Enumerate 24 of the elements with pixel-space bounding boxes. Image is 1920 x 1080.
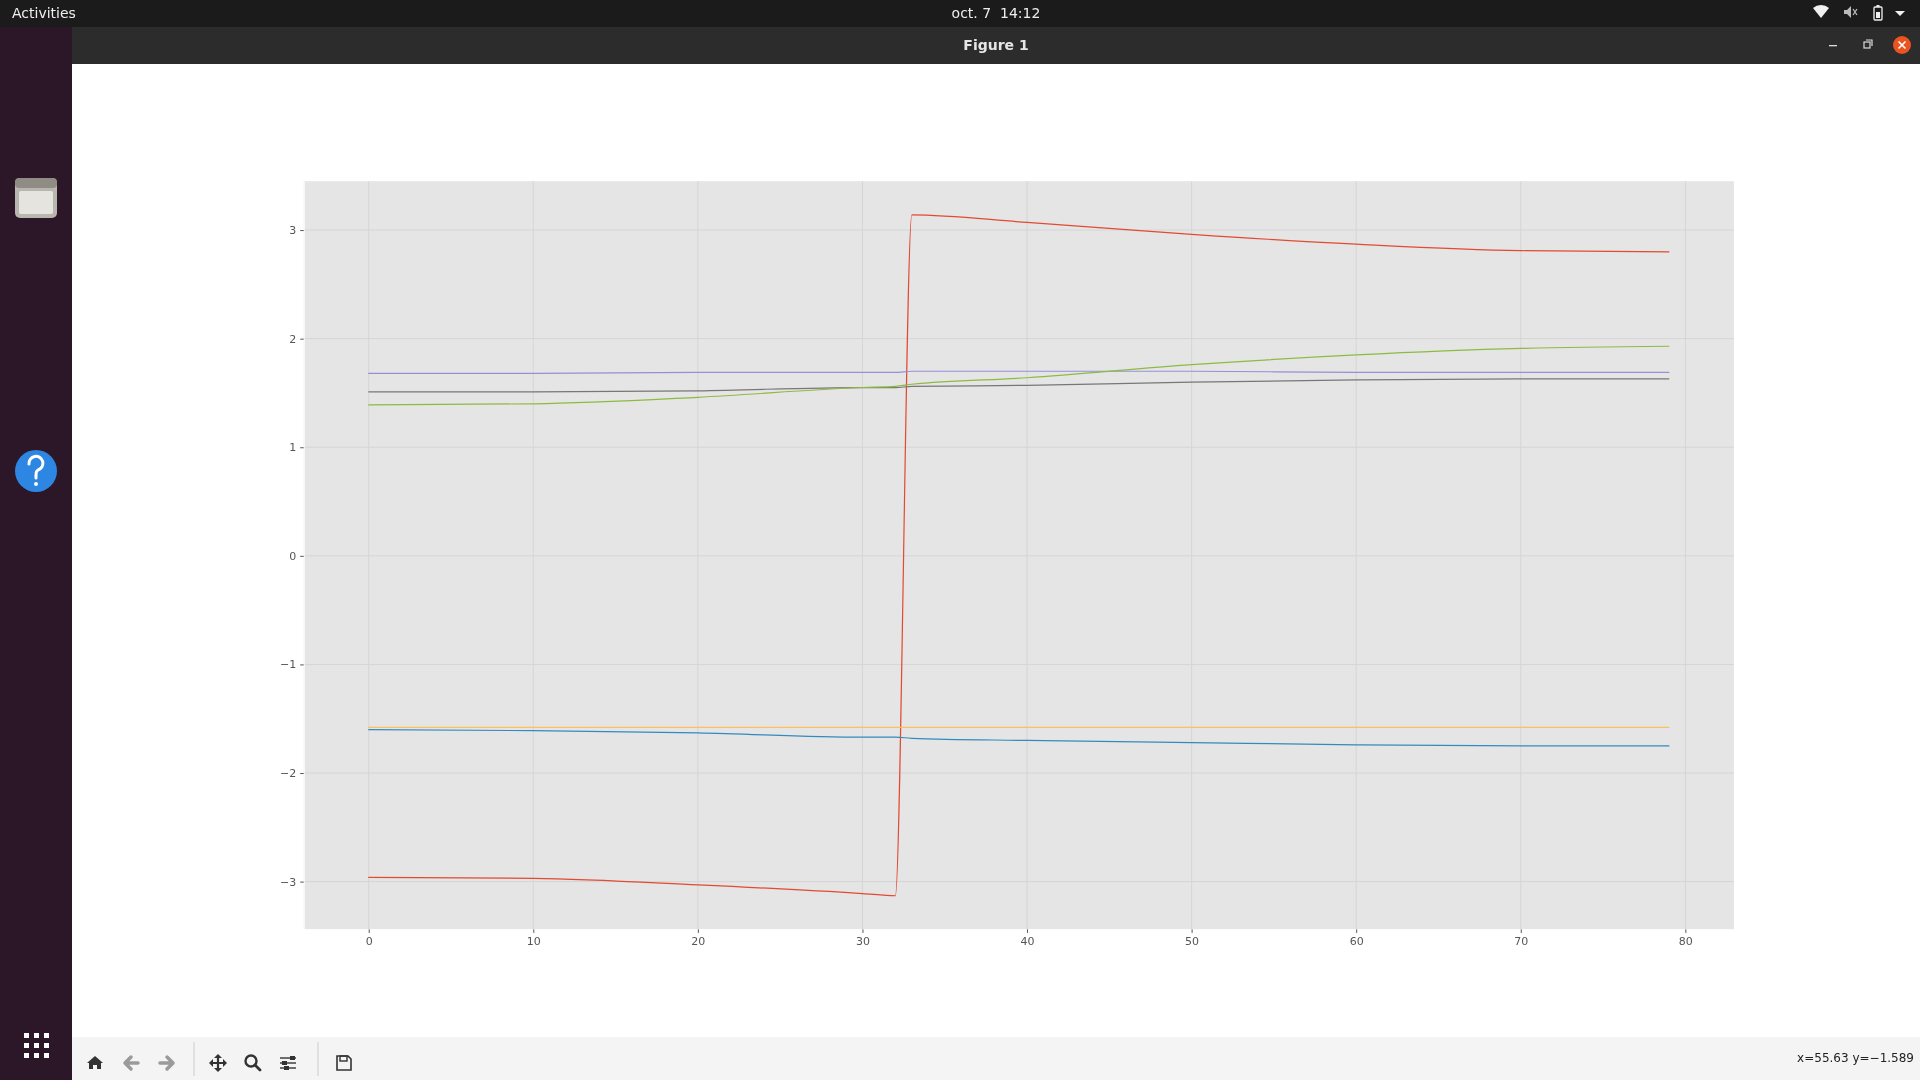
line-series <box>368 378 1670 393</box>
x-tick-label: 10 <box>526 934 541 948</box>
text: oct. 7 14:12 <box>951 5 1041 21</box>
y-tick-label: 2 <box>289 332 297 346</box>
x-tick-label: 60 <box>1349 934 1364 948</box>
text: x=55.63 y=−1.589 <box>1797 1050 1914 1065</box>
line-series <box>368 728 1670 747</box>
x-tick-label: 40 <box>1020 934 1035 948</box>
x-tick-label: 30 <box>855 934 870 948</box>
x-tick-label: 70 <box>1514 934 1529 948</box>
y-tick-label: 0 <box>289 549 297 563</box>
chart-title: Figure 1 <box>963 37 1029 53</box>
y-tick-label: 3 <box>289 224 297 238</box>
text: Activities <box>12 5 76 21</box>
x-tick-label: 20 <box>691 934 706 948</box>
x-tick-label: 0 <box>365 934 373 948</box>
y-tick-label: −1 <box>279 658 297 672</box>
x-tick-label: 80 <box>1678 934 1693 948</box>
y-tick-label: 1 <box>289 441 297 455</box>
line-series <box>368 214 1670 897</box>
y-tick-label: −2 <box>279 767 297 781</box>
y-tick-label: −3 <box>279 875 297 889</box>
x-tick-label: 50 <box>1185 934 1200 948</box>
line-series <box>368 345 1670 406</box>
